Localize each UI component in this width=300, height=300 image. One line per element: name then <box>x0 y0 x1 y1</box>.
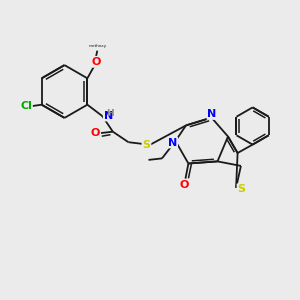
Text: O: O <box>91 57 101 67</box>
Text: methoxy: methoxy <box>88 44 106 48</box>
Text: S: S <box>142 140 151 150</box>
Text: H: H <box>106 109 113 118</box>
Text: O: O <box>180 179 189 190</box>
Text: N: N <box>104 110 113 121</box>
Text: Cl: Cl <box>20 101 32 111</box>
Text: N: N <box>208 109 217 119</box>
Text: S: S <box>238 184 245 194</box>
Text: N: N <box>168 137 177 148</box>
Text: O: O <box>91 128 100 138</box>
